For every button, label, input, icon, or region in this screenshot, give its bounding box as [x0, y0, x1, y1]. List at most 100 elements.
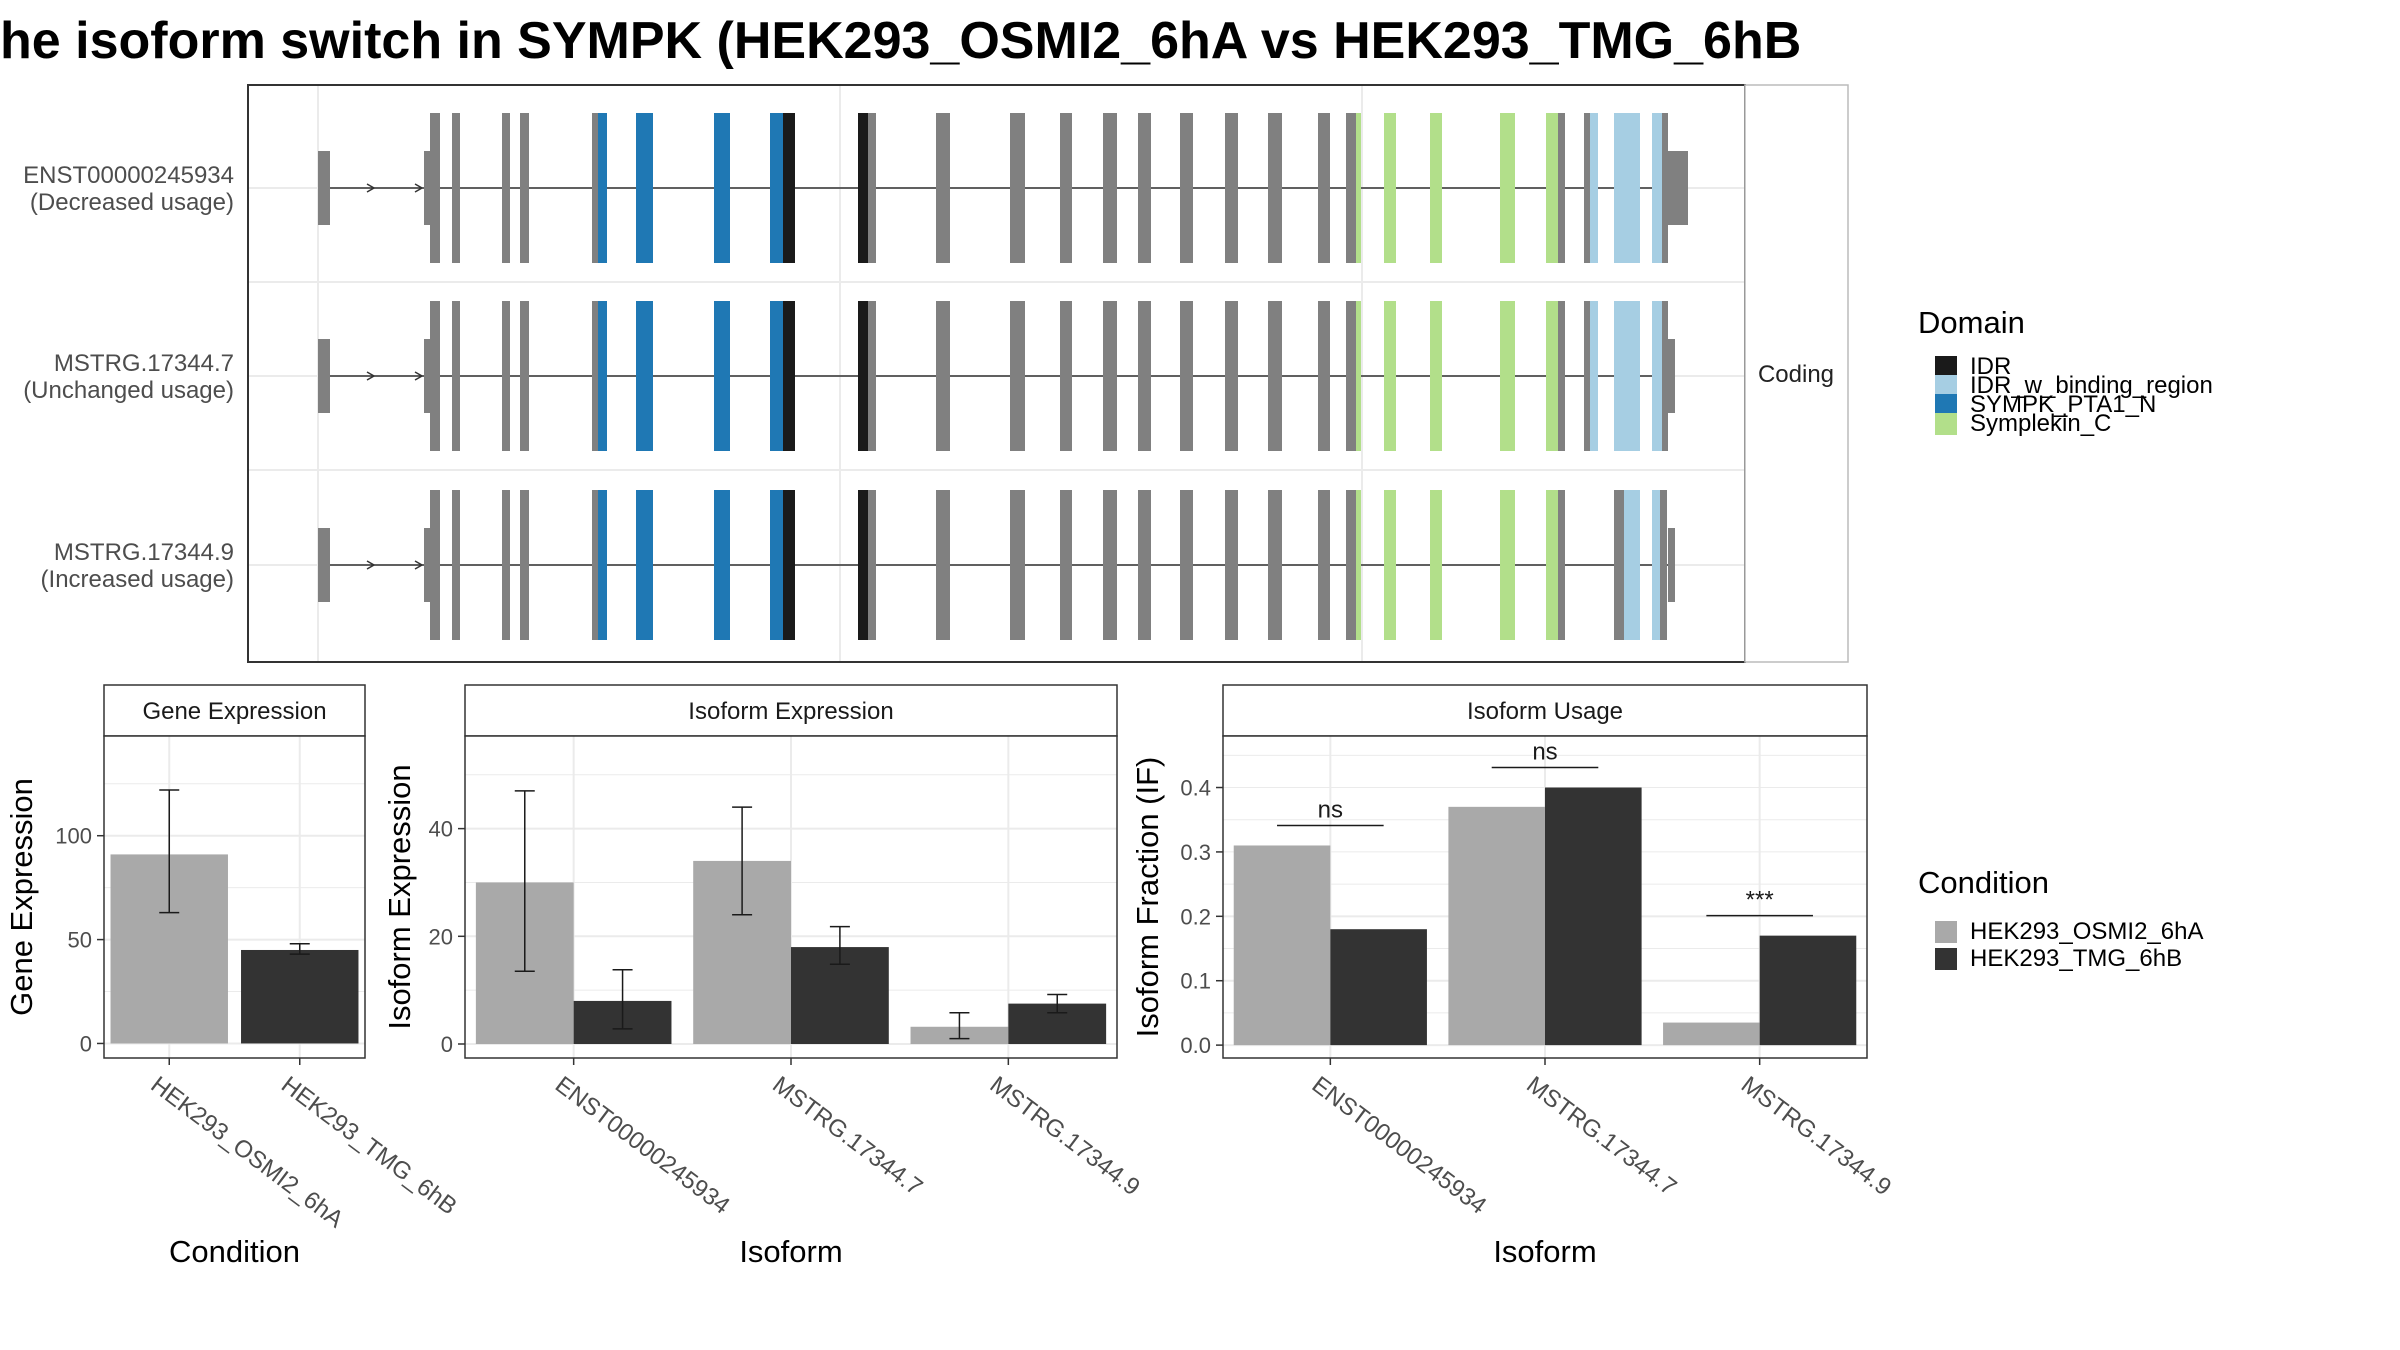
error-bar [949, 1012, 970, 1040]
domain-block-symplekin_c [1384, 490, 1396, 640]
domain-block-symplekin_c [1500, 113, 1515, 263]
domain-block-symplekin_c [1430, 490, 1442, 640]
domain-legend-label: IDR [1970, 353, 2011, 380]
facet-label-coding: Coding [1758, 361, 1834, 388]
transcript-usage-label: (Unchanged usage) [23, 377, 234, 404]
x-tick-label: ENST00000245934 [1307, 1071, 1492, 1219]
domain-block-idr_w_binding_region [1652, 113, 1662, 263]
exon-block [520, 490, 529, 640]
domain-block-sympk_pta1_n [770, 490, 783, 640]
domain-legend-swatch [1935, 356, 1957, 378]
domain-block-sympk_pta1_n [636, 301, 653, 451]
exon-block [1558, 301, 1565, 451]
exon-block [1318, 490, 1330, 640]
panel-strip [103, 684, 366, 737]
exon-block [1103, 113, 1117, 263]
exon-block [1138, 490, 1151, 640]
domain-block-sympk_pta1_n [598, 113, 607, 263]
exon-block [452, 113, 460, 263]
domain-block-symplekin_c [1430, 301, 1442, 451]
error-bar [612, 968, 633, 1030]
transcript-labels: ENST00000245934(Decreased usage) MSTRG.17… [23, 162, 234, 593]
exon-block [1584, 113, 1590, 263]
exon-block [1268, 490, 1282, 640]
utr-block [1668, 151, 1688, 225]
condition-legend-swatch [1935, 921, 1957, 943]
domain-legend-label: SYMPK_PTA1_N [1970, 391, 2156, 418]
exon-block [936, 490, 950, 640]
error-bar [829, 925, 850, 966]
domain-block-idr_w_binding_region [1652, 490, 1660, 640]
x-tick-label: ENST00000245934 [550, 1071, 735, 1219]
domain-block-symplekin_c [1384, 113, 1396, 263]
exon-block [1584, 301, 1590, 451]
domain-block-sympk_pta1_n [636, 113, 653, 263]
transcript-row [318, 113, 1688, 263]
x-axis-title: Isoform [1493, 1234, 1596, 1269]
exon-block [1558, 490, 1565, 640]
error-bar [159, 789, 180, 914]
exon-block [1318, 113, 1330, 263]
domain-block-idr_w_binding_region [1614, 113, 1640, 263]
exon-block [502, 301, 510, 451]
utr-block [1668, 339, 1675, 413]
direction-arrow [414, 560, 424, 570]
exon-block [452, 301, 460, 451]
domain-block-symplekin_c [1546, 113, 1558, 263]
utr-block [318, 339, 330, 413]
domain-block-symplekin_c [1384, 301, 1396, 451]
exon-block [520, 113, 529, 263]
domain-block-symplekin_c [1356, 113, 1361, 263]
error-bar [1047, 993, 1068, 1014]
figure-title: he isoform switch in SYMPK (HEK293_OSMI2… [0, 12, 1801, 70]
y-tick-label: 0.0 [1180, 1033, 1211, 1058]
exon-block [1138, 113, 1151, 263]
y-tick-label: 40 [429, 817, 453, 842]
exon-block [592, 490, 598, 640]
exon-block [868, 113, 876, 263]
exon-block [1662, 113, 1668, 263]
transcript-usage-label: (Decreased usage) [30, 189, 234, 216]
domain-block-idr_w_binding_region [1614, 301, 1640, 451]
exon-block [1660, 490, 1667, 640]
bar [1759, 935, 1857, 1046]
y-tick-label: 50 [68, 928, 92, 953]
exon-block [1225, 301, 1238, 451]
y-tick-label: 0 [80, 1031, 92, 1056]
condition-legend-swatch [1935, 948, 1957, 970]
exon-block [1662, 301, 1668, 451]
domain-block-idr_w_binding_region [1590, 301, 1598, 451]
direction-arrow [414, 371, 424, 381]
domain-block-sympk_pta1_n [770, 113, 783, 263]
domain-legend-title: Domain [1918, 305, 2025, 340]
x-tick-label: MSTRG.17344.9 [985, 1071, 1145, 1201]
bar [1330, 929, 1427, 1046]
transcript-row [318, 301, 1675, 451]
utr-block [424, 339, 430, 413]
y-tick-label: 0.1 [1180, 969, 1211, 994]
exon-block [1558, 113, 1565, 263]
domain-block-symplekin_c [1356, 490, 1361, 640]
x-tick-label: MSTRG.17344.7 [767, 1071, 927, 1201]
condition-legend-title: Condition [1918, 865, 2049, 900]
exon-block [1103, 490, 1117, 640]
domain-block-idr [858, 490, 868, 640]
exon-block [936, 113, 950, 263]
significance-label: ns [1532, 739, 1557, 766]
exon-block [1010, 490, 1025, 640]
domain-block-sympk_pta1_n [714, 490, 730, 640]
y-axis-title: Gene Expression [4, 778, 39, 1016]
utr-block [1668, 528, 1675, 602]
x-axis-title: Condition [169, 1234, 300, 1269]
domain-block-sympk_pta1_n [598, 490, 607, 640]
exon-block [1060, 490, 1072, 640]
transcript-panel-border [247, 84, 1746, 663]
domain-legend-items: IDRIDR_w_binding_regionSYMPK_PTA1_NSympl… [1935, 353, 2213, 437]
exon-block [1138, 301, 1151, 451]
domain-block-symplekin_c [1356, 301, 1361, 451]
domain-block-sympk_pta1_n [636, 490, 653, 640]
exon-block [1060, 301, 1072, 451]
panel-strip-title: Isoform Expression [688, 698, 893, 725]
